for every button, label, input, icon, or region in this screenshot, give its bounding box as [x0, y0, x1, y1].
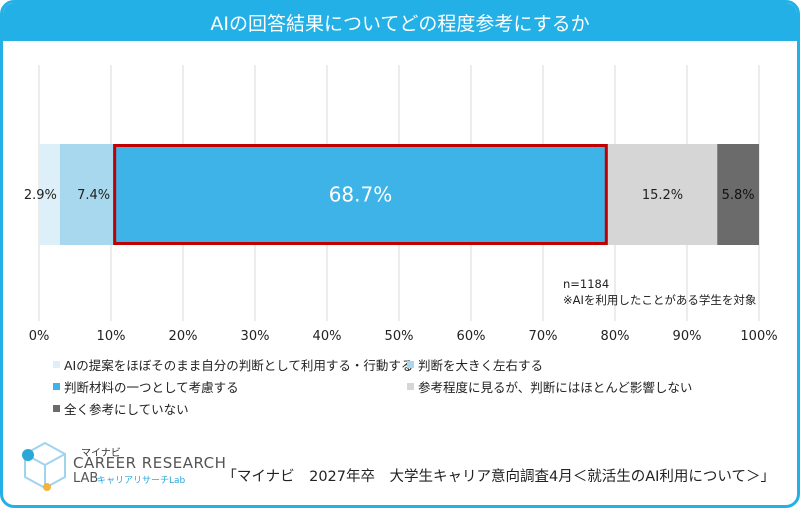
logo-brand-small: マイナビ: [81, 448, 121, 459]
highlight-border: [113, 144, 608, 245]
stacked-bar-chart: 0% 10% 20% 30% 40% 50% 60% 70% 80% 90% 100% 2.9% 7.4…: [24, 65, 778, 344]
bar-segment: [113, 144, 608, 245]
legend-item-1: 判断を大きく左右する: [407, 355, 543, 374]
source-citation: 「マイナビ 2027年卒 大学生キャリア意向調査4月＜就活生のAI利用について＞…: [222, 469, 775, 485]
legend-item-3: 参考程度に見るが、判断にはほとんど影響しない: [407, 377, 692, 396]
legend-label-0: AIの提案をほぼそのまま自分の判断として利用する・行動する: [64, 358, 414, 373]
legend-label-2: 判断材料の一つとして考慮する: [64, 380, 239, 395]
legend-swatch-1: [407, 361, 414, 368]
x-tick-label: 0%: [29, 329, 50, 344]
x-tick-label: 30%: [241, 329, 270, 344]
logo-name: CAREER RESEARCH: [73, 454, 227, 472]
legend-swatch-2: [53, 383, 60, 390]
x-tick-label: 100%: [740, 329, 777, 344]
bar-segment: [39, 144, 60, 245]
chart-title: AIの回答結果についてどの程度参考にするか: [3, 3, 797, 41]
legend-swatch-4: [53, 405, 60, 412]
legend-label-1: 判断を大きく左右する: [418, 358, 544, 373]
bar-segment: [607, 144, 718, 245]
bar-segment: [59, 144, 114, 245]
data-label: 68.7%: [329, 183, 393, 207]
data-label: 2.9%: [24, 188, 57, 203]
logo-lab: LAB: [73, 471, 99, 486]
data-label: 15.2%: [642, 188, 683, 203]
legend-item-2: 判断材料の一つとして考慮する: [53, 377, 239, 396]
data-label: 7.4%: [77, 188, 110, 203]
sample-size-note: n=1184: [563, 277, 610, 291]
target-note: ※AIを利用したことがある学生を対象: [563, 293, 757, 307]
career-research-lab-logo-icon: [22, 441, 66, 491]
x-tick-label: 20%: [169, 329, 198, 344]
legend-swatch-0: [53, 361, 60, 368]
legend-label-3: 参考程度に見るが、判断にはほとんど影響しない: [418, 380, 693, 395]
x-tick-label: 80%: [601, 329, 630, 344]
legend-item-4: 全く参考にしていない: [53, 399, 189, 418]
x-tick-label: 70%: [529, 329, 558, 344]
x-tick-label: 50%: [385, 329, 414, 344]
x-tick-label: 60%: [457, 329, 486, 344]
bar-segment: [717, 144, 759, 245]
legend-swatch-3: [407, 383, 414, 390]
legend-item-0: AIの提案をほぼそのまま自分の判断として利用する・行動する: [53, 355, 413, 374]
x-tick-label: 10%: [97, 329, 126, 344]
data-label: 5.8%: [722, 188, 755, 203]
logo-sub: キャリアリサーチLab: [97, 476, 186, 486]
x-tick-label: 40%: [313, 329, 342, 344]
x-tick-label: 90%: [673, 329, 702, 344]
legend-label-4: 全く参考にしていない: [64, 402, 189, 417]
